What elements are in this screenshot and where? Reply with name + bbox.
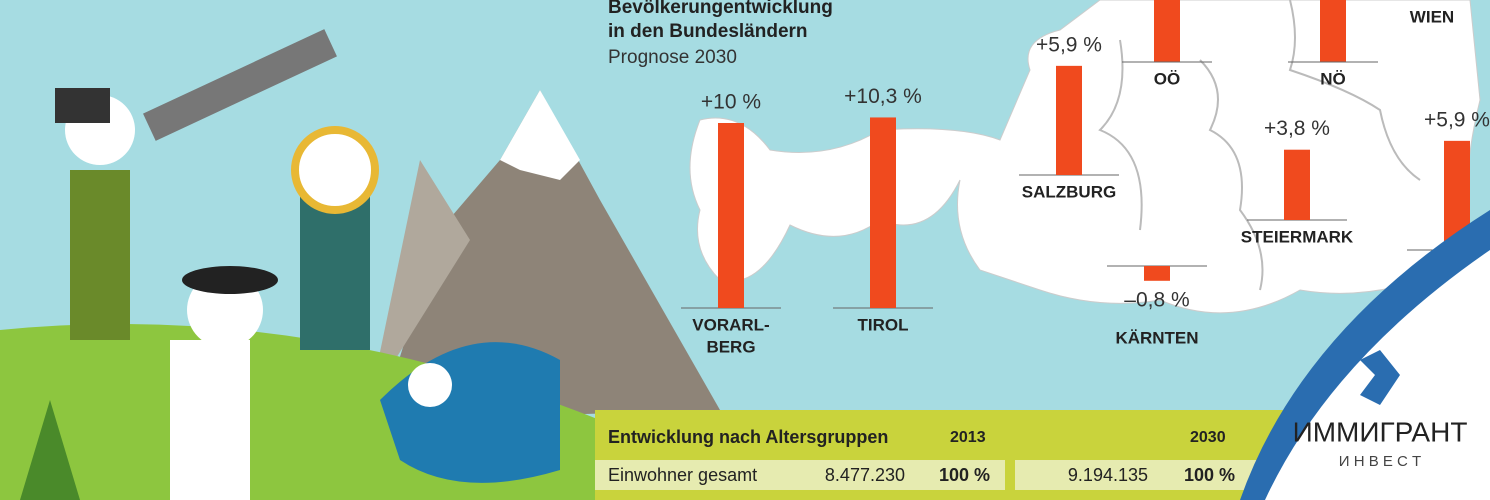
cell: 8.477.230 [825, 465, 905, 485]
cell: 9.194.135 [1068, 465, 1148, 485]
year: 2013 [950, 429, 986, 446]
borders [1098, 0, 1421, 291]
value-label: –0,8 % [1124, 288, 1189, 311]
bar [870, 117, 896, 308]
logo-name: ИММИГРАНТ [1293, 416, 1468, 447]
region-name: KÄRNTEN [1115, 328, 1198, 347]
logo-icon [1360, 350, 1400, 405]
bar [1144, 266, 1170, 281]
cut-bar [1320, 0, 1346, 62]
region-name: WIEN [1410, 7, 1454, 26]
title-line: Bevölkerungentwicklung [608, 0, 833, 18]
region-name: OÖ [1154, 69, 1180, 88]
region-name: NÖ [1320, 69, 1346, 88]
year: 2030 [1190, 429, 1226, 446]
cell: 100 % [939, 465, 990, 485]
title-line: in den Bundesländern [608, 21, 808, 42]
region-name: BERG [706, 337, 755, 356]
mountain [370, 160, 470, 400]
mountain [380, 90, 720, 420]
bar [718, 123, 744, 308]
snow [500, 90, 580, 180]
value-label: +5,9 % [1424, 108, 1490, 131]
region-name: SALZBURG [1022, 182, 1116, 201]
region-name: STEIERMARK [1241, 227, 1354, 246]
subtitle: Prognose 2030 [608, 47, 737, 68]
region-name: VORARL- [692, 315, 769, 334]
bar [1056, 65, 1082, 175]
illustration [20, 29, 560, 500]
cell: Einwohner gesamt [608, 465, 757, 485]
region-name: TIROL [858, 315, 909, 334]
value-label: +10,3 % [844, 85, 922, 108]
logo-tagline: И Н В Е С Т [1339, 453, 1421, 470]
value-label: +5,9 % [1036, 33, 1102, 56]
table-title: Entwicklung nach Altersgruppen [608, 427, 888, 447]
bar [1284, 149, 1310, 220]
row-bg [595, 460, 1005, 490]
cut-bar [1154, 0, 1180, 62]
cell: 100 % [1184, 465, 1235, 485]
value-label: +10 % [701, 91, 761, 114]
map [689, 0, 1481, 314]
value-label: +3,8 % [1264, 117, 1330, 140]
